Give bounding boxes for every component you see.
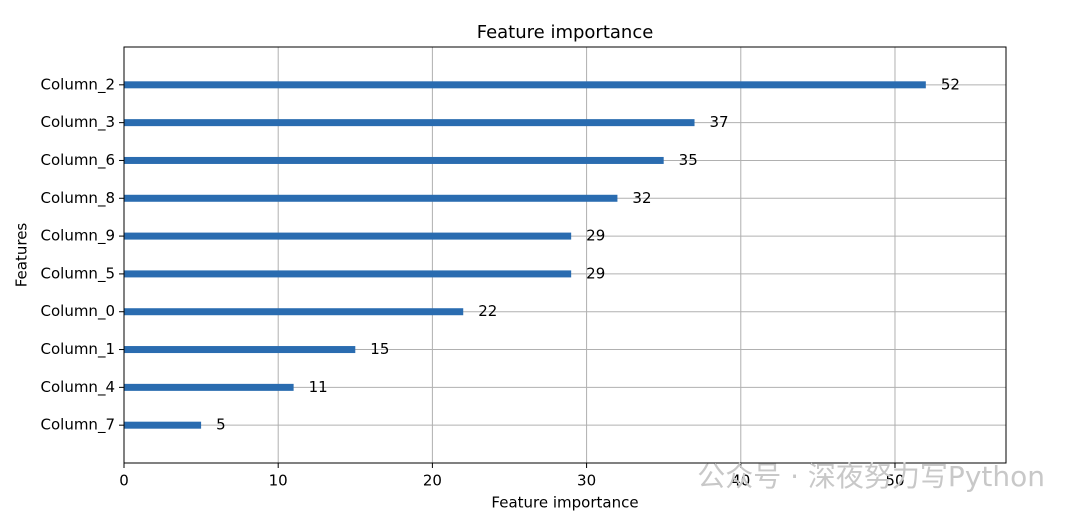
y-tick-label: Column_9 [41,227,116,246]
bar [124,232,572,240]
value-label: 11 [309,378,328,396]
bar [124,346,356,354]
bar [124,81,926,89]
x-tick-label: 20 [423,472,442,490]
y-tick-label: Column_0 [41,302,116,321]
value-label: 5 [216,416,226,434]
bar [124,194,618,202]
bar [124,308,464,316]
value-label: 29 [586,227,605,245]
bar [124,421,202,429]
value-label: 52 [941,75,960,93]
value-label: 32 [632,189,651,207]
y-tick-label: Column_3 [41,113,116,132]
value-label: 22 [478,302,497,320]
value-label: 15 [370,340,389,358]
y-tick-label: Column_6 [41,151,116,170]
y-tick-label: Column_2 [41,75,116,94]
bar [124,270,572,278]
x-tick-label: 50 [885,472,904,490]
bar [124,383,294,391]
axes-frame [123,46,1007,464]
bar [124,156,664,164]
bar [124,119,695,127]
y-tick-label: Column_4 [41,378,116,397]
x-axis-label: Feature importance [491,494,638,512]
y-tick-label: Column_7 [41,416,116,435]
y-tick-label: Column_1 [41,340,116,359]
x-tick-label: 0 [119,472,129,490]
y-axis-label: Features [13,223,31,288]
value-label: 29 [586,264,605,282]
x-tick-label: 30 [577,472,596,490]
x-tick-label: 40 [731,472,750,490]
value-label: 35 [679,151,698,169]
chart-title: Feature importance [477,22,654,43]
watermark: 公众号 · 深夜努力写Python [697,460,1045,493]
y-tick-label: Column_5 [41,264,116,283]
value-label: 37 [710,113,729,131]
y-tick-label: Column_8 [41,189,116,208]
plot-area: 0 10 20 30 40 50 Column_2 52 Column_3 37 Column_6 3… [41,47,1006,490]
x-tick-label: 10 [269,472,288,490]
